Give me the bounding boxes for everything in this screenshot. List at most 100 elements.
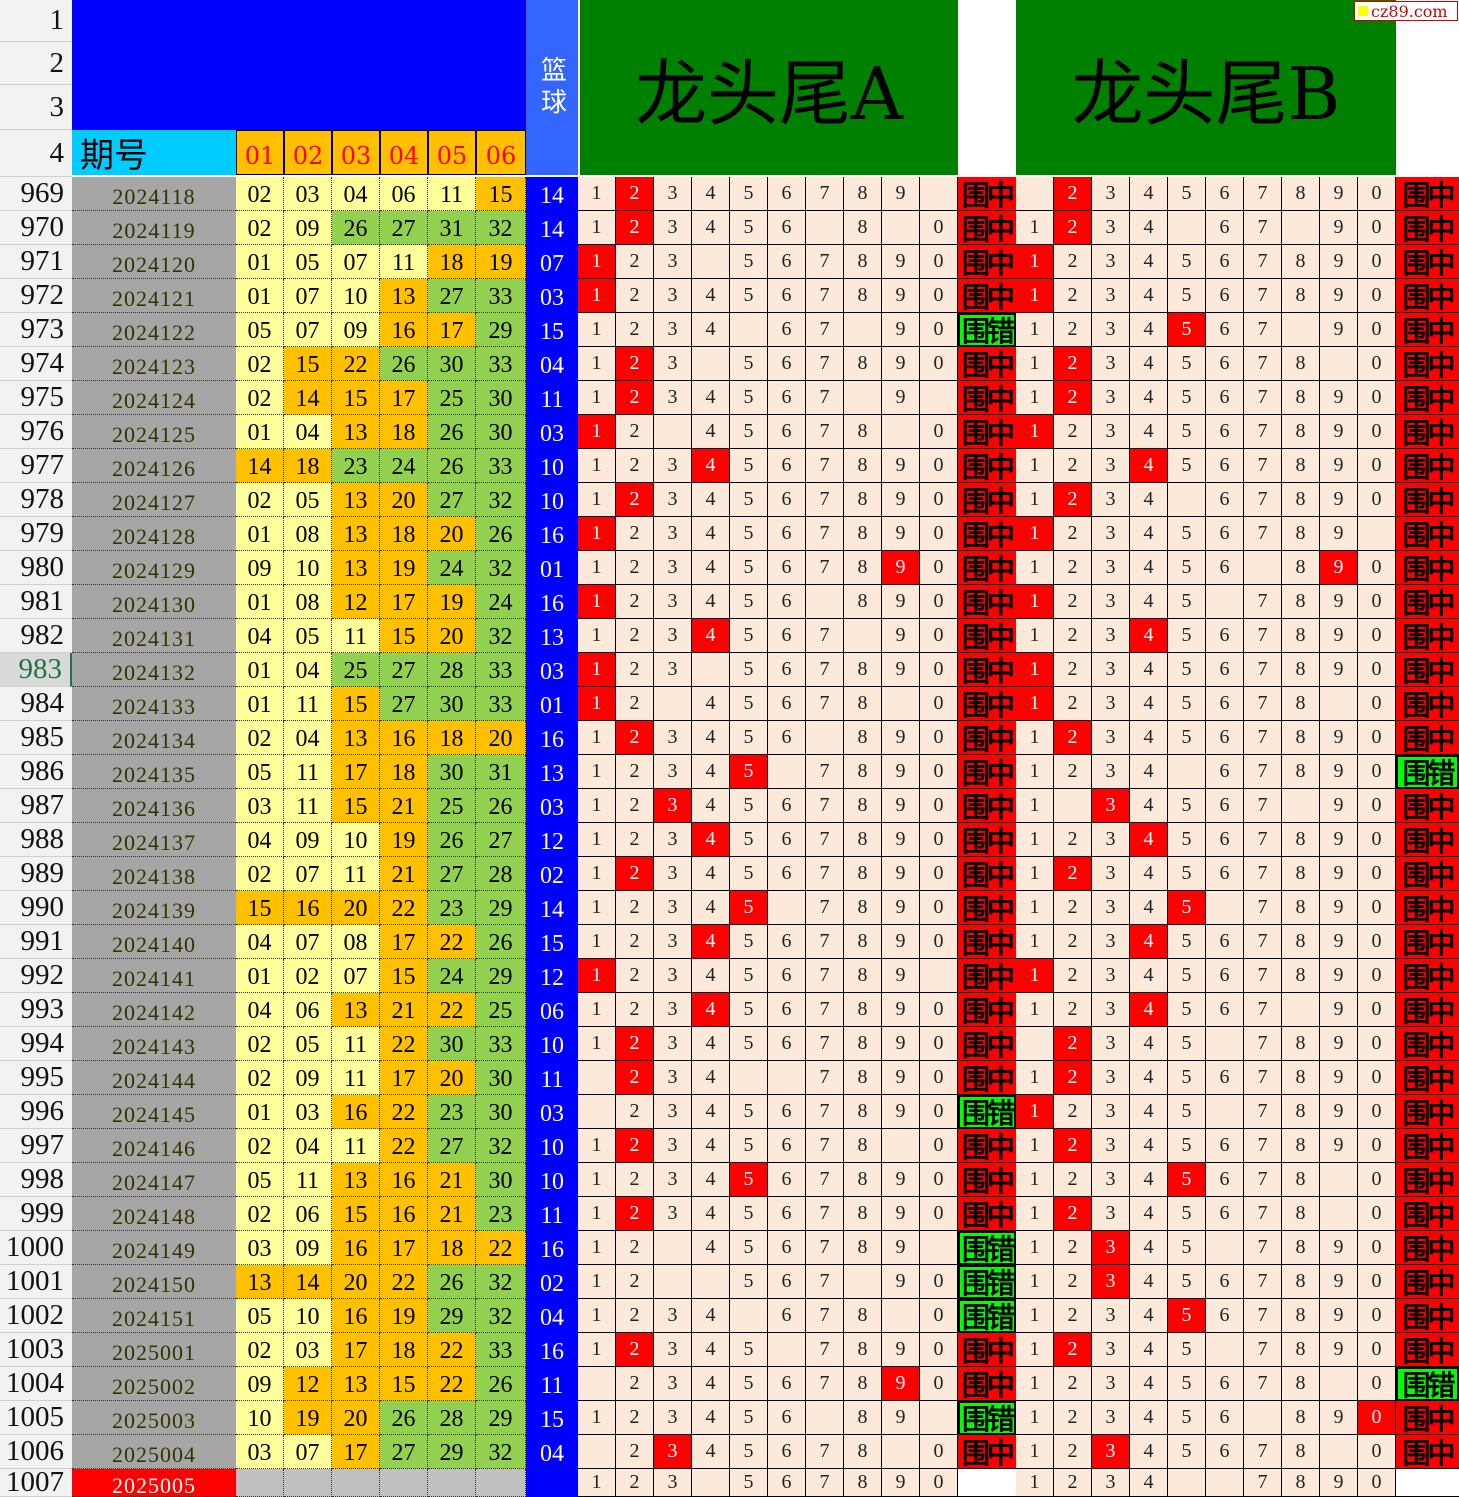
number-cell[interactable]: 02: [284, 959, 332, 993]
number-cell[interactable]: 02: [236, 1061, 284, 1095]
panel-a-digit-cell[interactable]: 2: [616, 1401, 654, 1435]
panel-b-digit-cell[interactable]: 8: [1282, 483, 1320, 517]
panel-b-digit-cell[interactable]: 7: [1244, 245, 1282, 279]
panel-b-digit-cell[interactable]: 5: [1168, 1435, 1206, 1469]
number-cell[interactable]: 23: [428, 891, 476, 925]
panel-a-digit-cell[interactable]: 2: [616, 381, 654, 415]
panel-b-digit-cell[interactable]: 3: [1092, 1469, 1130, 1497]
panel-a-digit-cell[interactable]: 2: [616, 211, 654, 245]
panel-a-digit-cell[interactable]: 6: [768, 721, 806, 755]
panel-a-digit-cell[interactable]: 5: [730, 993, 768, 1027]
number-cell[interactable]: 27: [428, 1129, 476, 1163]
panel-a-digit-cell[interactable]: 1: [578, 823, 616, 857]
number-cell[interactable]: 01: [236, 653, 284, 687]
panel-b-digit-cell[interactable]: 9: [1320, 721, 1358, 755]
panel-b-digit-cell[interactable]: 1: [1016, 483, 1054, 517]
panel-a-digit-cell[interactable]: 8: [844, 1367, 882, 1401]
panel-b-digit-cell[interactable]: 5: [1168, 721, 1206, 755]
row-header[interactable]: 993: [0, 993, 72, 1027]
panel-b-digit-cell[interactable]: 2: [1054, 721, 1092, 755]
number-cell[interactable]: 13: [332, 551, 380, 585]
panel-a-digit-cell[interactable]: 7: [806, 517, 844, 551]
panel-a-digit-cell[interactable]: 2: [616, 1231, 654, 1265]
number-cell[interactable]: 08: [332, 925, 380, 959]
panel-a-result[interactable]: 围中: [958, 1197, 1016, 1231]
number-cell[interactable]: 04: [284, 1129, 332, 1163]
panel-b-digit-cell[interactable]: 3: [1092, 993, 1130, 1027]
number-cell[interactable]: 28: [476, 857, 526, 891]
panel-a-digit-cell[interactable]: 8: [844, 1401, 882, 1435]
panel-b-digit-cell[interactable]: 2: [1054, 687, 1092, 721]
period-cell[interactable]: 2024139: [72, 891, 236, 925]
panel-a-digit-cell[interactable]: 1: [578, 687, 616, 721]
panel-a-digit-cell[interactable]: 1: [578, 653, 616, 687]
number-cell[interactable]: 21: [428, 1197, 476, 1231]
number-cell[interactable]: 09: [284, 211, 332, 245]
blue-ball-cell[interactable]: 01: [526, 687, 578, 721]
panel-b-digit-cell[interactable]: 6: [1206, 653, 1244, 687]
panel-b-digit-cell[interactable]: 0: [1358, 1163, 1396, 1197]
panel-a-digit-cell[interactable]: [730, 1299, 768, 1333]
panel-b-digit-cell[interactable]: [1244, 1401, 1282, 1435]
panel-b-result[interactable]: 围中: [1396, 245, 1459, 279]
number-cell[interactable]: [284, 1469, 332, 1497]
panel-a-result[interactable]: 围中: [958, 857, 1016, 891]
panel-b-digit-cell[interactable]: 9: [1320, 1265, 1358, 1299]
number-cell[interactable]: 20: [332, 1265, 380, 1299]
panel-a-digit-cell[interactable]: 7: [806, 653, 844, 687]
panel-a-digit-cell[interactable]: [654, 1231, 692, 1265]
panel-a-digit-cell[interactable]: 7: [806, 1435, 844, 1469]
number-cell[interactable]: 15: [332, 381, 380, 415]
row-header[interactable]: 991: [0, 925, 72, 959]
panel-b-digit-cell[interactable]: 1: [1016, 415, 1054, 449]
panel-a-digit-cell[interactable]: 0: [920, 925, 958, 959]
panel-b-result[interactable]: 围中: [1396, 653, 1459, 687]
panel-b-digit-cell[interactable]: 2: [1054, 993, 1092, 1027]
number-cell[interactable]: 24: [428, 959, 476, 993]
panel-a-digit-cell[interactable]: 2: [616, 483, 654, 517]
number-cell[interactable]: 11: [332, 619, 380, 653]
panel-b-digit-cell[interactable]: 2: [1054, 925, 1092, 959]
panel-a-digit-cell[interactable]: 8: [844, 279, 882, 313]
panel-a-digit-cell[interactable]: 4: [692, 585, 730, 619]
number-cell[interactable]: 32: [476, 1435, 526, 1469]
period-cell[interactable]: 2024133: [72, 687, 236, 721]
period-cell[interactable]: 2024132: [72, 653, 236, 687]
number-cell[interactable]: [380, 1469, 428, 1497]
panel-b-result[interactable]: 围错: [1396, 755, 1459, 789]
panel-b-digit-cell[interactable]: 1: [1016, 1231, 1054, 1265]
panel-a-digit-cell[interactable]: 8: [844, 755, 882, 789]
panel-a-digit-cell[interactable]: 8: [844, 415, 882, 449]
panel-b-digit-cell[interactable]: 8: [1282, 381, 1320, 415]
panel-b-digit-cell[interactable]: 9: [1320, 245, 1358, 279]
number-cell[interactable]: 16: [380, 1163, 428, 1197]
panel-b-digit-cell[interactable]: 6: [1206, 517, 1244, 551]
panel-a-digit-cell[interactable]: 9: [882, 653, 920, 687]
panel-a-digit-cell[interactable]: [882, 415, 920, 449]
panel-a-digit-cell[interactable]: 2: [616, 891, 654, 925]
panel-a-digit-cell[interactable]: 6: [768, 347, 806, 381]
panel-b-digit-cell[interactable]: 5: [1168, 1061, 1206, 1095]
panel-a-digit-cell[interactable]: 1: [578, 1265, 616, 1299]
panel-a-digit-cell[interactable]: 3: [654, 789, 692, 823]
number-cell[interactable]: 13: [332, 483, 380, 517]
number-cell[interactable]: 28: [428, 1401, 476, 1435]
number-cell[interactable]: 13: [380, 279, 428, 313]
number-cell[interactable]: 25: [428, 381, 476, 415]
panel-a-digit-cell[interactable]: 3: [654, 1095, 692, 1129]
panel-b-result[interactable]: 围中: [1396, 517, 1459, 551]
number-cell[interactable]: 32: [476, 1129, 526, 1163]
panel-b-digit-cell[interactable]: 1: [1016, 1197, 1054, 1231]
panel-b-digit-cell[interactable]: 4: [1130, 925, 1168, 959]
panel-a-digit-cell[interactable]: 3: [654, 585, 692, 619]
panel-a-digit-cell[interactable]: 0: [920, 1333, 958, 1367]
panel-a-digit-cell[interactable]: 0: [920, 279, 958, 313]
panel-b-digit-cell[interactable]: 2: [1054, 517, 1092, 551]
number-cell[interactable]: 18: [380, 415, 428, 449]
panel-b-result[interactable]: [1396, 1469, 1459, 1497]
row-header[interactable]: 1005: [0, 1401, 72, 1435]
panel-b-digit-cell[interactable]: [1320, 687, 1358, 721]
panel-a-result[interactable]: 围中: [958, 653, 1016, 687]
number-cell[interactable]: 23: [428, 1095, 476, 1129]
panel-b-digit-cell[interactable]: 9: [1320, 823, 1358, 857]
